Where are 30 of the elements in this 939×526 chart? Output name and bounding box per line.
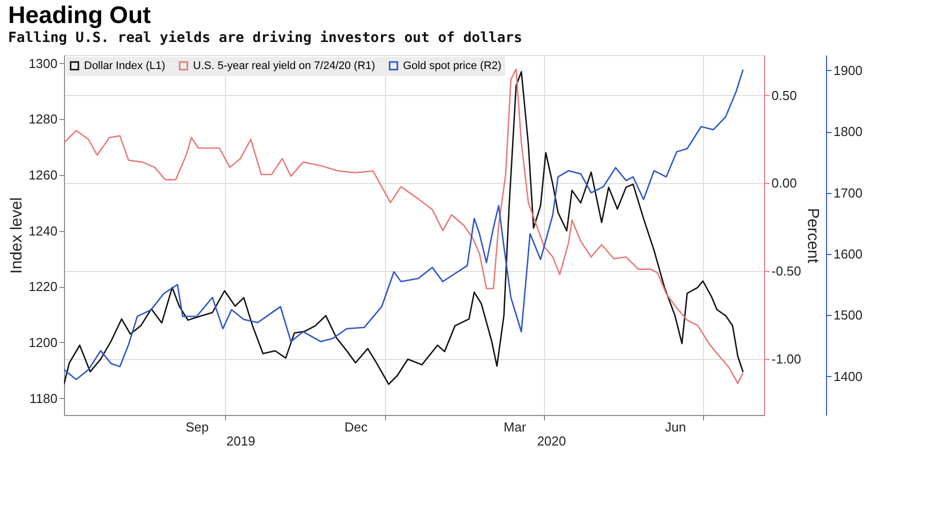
y-tick-label: 1300 (28, 56, 58, 71)
y3-tick-label: 1500 (834, 308, 862, 323)
y2-tick-label: -1.00 (772, 351, 802, 366)
y-tick-label: 1180 (30, 390, 58, 406)
y3-tick-label: 1800 (834, 124, 862, 140)
y-tick-label: 1220 (28, 279, 58, 294)
chart-title: Heading Out (8, 2, 151, 29)
chart-subtitle: Falling U.S. real yields are driving investors out of dollars (8, 30, 522, 46)
y3-tick-label: 1900 (834, 62, 862, 78)
y-tick-label: 1260 (28, 168, 58, 182)
legend-label: U.S. 5-year real yield on 7/24/20 (R1) (193, 60, 376, 72)
x-tick-label: Sep (186, 420, 209, 434)
y3-tick-label: 1700 (834, 185, 862, 200)
y2-tick-label: -0.50 (772, 264, 802, 278)
y-tick-label: 1200 (28, 334, 58, 350)
y2-axis-title: Percent (804, 208, 822, 264)
legend-label: Gold spot price (R2) (403, 60, 502, 72)
x-tick-label: Mar (504, 420, 527, 434)
y2-tick-label: 0.00 (772, 176, 797, 191)
y2-tick-label: 0.50 (772, 88, 797, 103)
y-axis-title: Index level (8, 197, 26, 274)
y-tick-label: 1240 (28, 223, 58, 238)
x2-tick-label: 2020 (537, 434, 566, 448)
x-tick-label: Dec (344, 420, 368, 434)
y3-tick-label: 1600 (834, 246, 862, 262)
y3-tick-label: 1400 (834, 368, 862, 384)
x2-tick-label: 2019 (226, 434, 256, 448)
legend-label: Dollar Index (L1) (84, 60, 166, 72)
y-tick-label: 1280 (28, 112, 58, 127)
x-tick-label: Jun (664, 420, 686, 434)
